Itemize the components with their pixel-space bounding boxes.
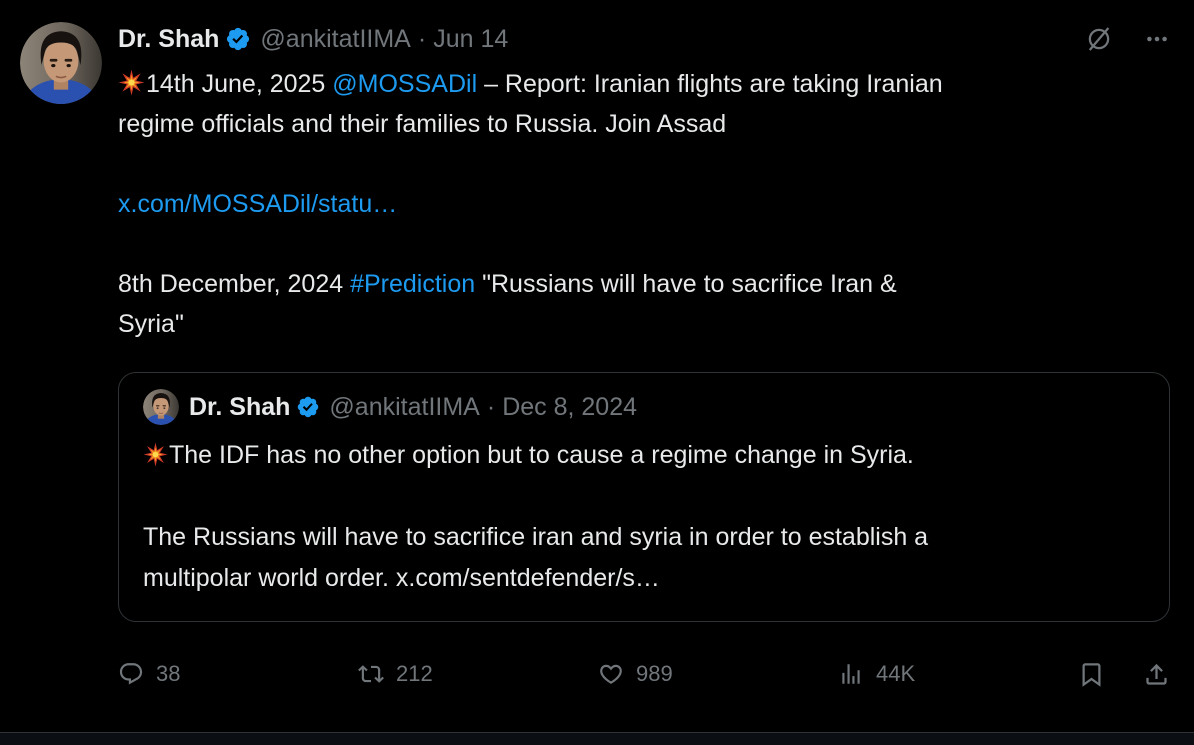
quoted-user-handle: @ankitatIIMA bbox=[329, 393, 480, 421]
quoted-display-name[interactable]: Dr. Shah bbox=[189, 393, 291, 421]
tweet-text-line: 14th June, 2025 @MOSSADil – Report: Iran… bbox=[118, 64, 1170, 104]
quoted-tweet-header: Dr. Shah @ankitatIIMA · Dec 8, 2024 bbox=[143, 389, 1145, 425]
grok-button[interactable] bbox=[1084, 24, 1114, 54]
tweet-text: – Report: Iranian flights are taking Ira… bbox=[477, 70, 943, 98]
quoted-text: The IDF has no other option but to cause… bbox=[169, 441, 914, 469]
tweet-link-paragraph: x.com/MOSSADil/statu… bbox=[118, 184, 1170, 224]
tweet-text-line: Syria" bbox=[118, 310, 184, 338]
quoted-tweet-card[interactable]: Dr. Shah @ankitatIIMA · Dec 8, 2024 The … bbox=[118, 372, 1170, 622]
tweet: Dr. Shah @ankitatIIMA · Jun 14 bbox=[0, 0, 1170, 700]
quoted-tweet-date: Dec 8, 2024 bbox=[502, 393, 638, 421]
mention-link[interactable]: @MOSSADil bbox=[332, 70, 478, 98]
status-link[interactable]: x.com/MOSSADil/statu… bbox=[118, 190, 398, 218]
tweet-action-bar: 38 212 989 44K bbox=[118, 648, 1170, 700]
divider bbox=[0, 732, 1194, 733]
share-icon bbox=[1146, 663, 1167, 685]
collision-burst-emoji bbox=[143, 442, 168, 467]
collision-burst-emoji bbox=[118, 69, 145, 96]
reply-icon bbox=[119, 663, 143, 685]
tweet-text-line: 8th December, 2024 #Prediction "Russians… bbox=[118, 264, 1170, 304]
tweet-text: "Russians will have to sacrifice Iran & bbox=[475, 270, 897, 298]
tweet-paragraph-2: 8th December, 2024 #Prediction "Russians… bbox=[118, 264, 1170, 344]
hashtag-link[interactable]: #Prediction bbox=[350, 270, 476, 298]
share-button[interactable] bbox=[1143, 661, 1170, 688]
bar-chart-icon bbox=[842, 664, 860, 684]
more-icon bbox=[1147, 36, 1167, 42]
action-bar-right bbox=[1078, 661, 1170, 688]
verified-badge-icon bbox=[227, 27, 250, 51]
quoted-avatar[interactable] bbox=[143, 389, 179, 425]
user-handle[interactable]: @ankitatIIMA bbox=[260, 25, 411, 53]
like-button[interactable]: 989 bbox=[598, 661, 838, 687]
avatar-column bbox=[20, 22, 102, 700]
display-name[interactable]: Dr. Shah bbox=[118, 25, 220, 53]
bookmark-icon bbox=[1082, 662, 1101, 687]
heart-icon bbox=[600, 664, 622, 684]
tweet-text: 14th June, 2025 bbox=[146, 70, 333, 98]
reply-button[interactable]: 38 bbox=[118, 661, 358, 687]
views-button[interactable]: 44K bbox=[838, 661, 1078, 687]
tweet-text-line: regime officials and their families to R… bbox=[118, 110, 727, 138]
verified-badge-icon bbox=[298, 396, 319, 418]
separator-dot: · bbox=[486, 393, 496, 421]
bottom-edge bbox=[0, 732, 1194, 745]
separator-dot: · bbox=[417, 25, 427, 53]
reply-count: 38 bbox=[156, 661, 181, 686]
quoted-text-line: The IDF has no other option but to cause… bbox=[143, 435, 1145, 476]
quoted-text-line: multipolar world order. x.com/sentdefend… bbox=[143, 564, 660, 592]
repost-count: 212 bbox=[396, 661, 433, 686]
avatar[interactable] bbox=[20, 22, 102, 104]
grok-icon bbox=[1088, 27, 1110, 51]
bottom-strip bbox=[0, 733, 1194, 745]
like-count: 989 bbox=[636, 661, 673, 686]
more-button[interactable] bbox=[1144, 26, 1170, 52]
repost-button[interactable]: 212 bbox=[358, 661, 598, 687]
repost-icon bbox=[358, 665, 384, 683]
tweet-content: Dr. Shah @ankitatIIMA · Jun 14 bbox=[118, 22, 1170, 700]
tweet-date[interactable]: Jun 14 bbox=[433, 25, 509, 53]
quoted-tweet-body: The IDF has no other option but to cause… bbox=[143, 435, 1145, 599]
tweet-header: Dr. Shah @ankitatIIMA · Jun 14 bbox=[118, 22, 1170, 56]
header-icons bbox=[1084, 24, 1170, 54]
bookmark-button[interactable] bbox=[1078, 661, 1105, 688]
view-count: 44K bbox=[876, 661, 916, 686]
tweet-text: 8th December, 2024 bbox=[118, 270, 351, 298]
quoted-text-line: The Russians will have to sacrifice iran… bbox=[143, 523, 929, 551]
tweet-paragraph-1: 14th June, 2025 @MOSSADil – Report: Iran… bbox=[118, 64, 1170, 144]
